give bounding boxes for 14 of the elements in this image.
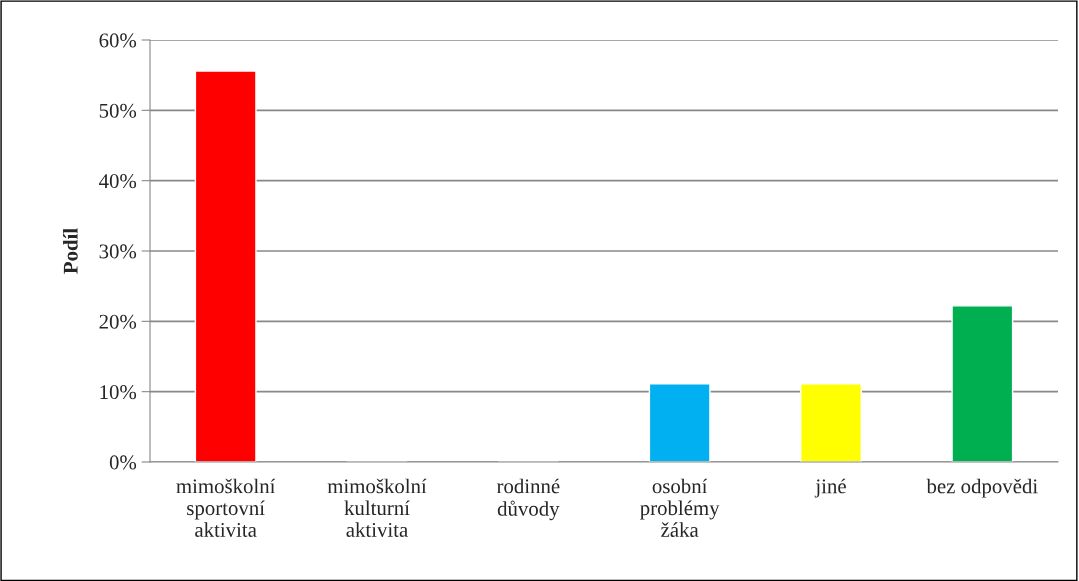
x-tick-label: mimoškolní kulturní aktivita xyxy=(327,478,427,537)
x-tick-label: rodinné důvody xyxy=(496,478,560,521)
y-tick-label: 60% xyxy=(99,33,137,48)
x-tick-label: mimoškolní sportovní aktivita xyxy=(176,478,276,537)
x-tick-label: osobní problémy žáka xyxy=(640,478,720,537)
x-tick-label: bez odpovědi xyxy=(926,478,1038,498)
y-tick-label: 50% xyxy=(99,103,137,118)
y-axis-title: Podíl xyxy=(63,228,78,274)
y-tick-label: 40% xyxy=(99,174,137,189)
y-tick-label: 20% xyxy=(99,314,137,329)
y-tick-label: 0% xyxy=(109,455,137,470)
y-tick-label: 30% xyxy=(99,244,137,259)
x-tick-label: jiné xyxy=(814,478,846,498)
y-tick-label: 10% xyxy=(100,385,137,400)
